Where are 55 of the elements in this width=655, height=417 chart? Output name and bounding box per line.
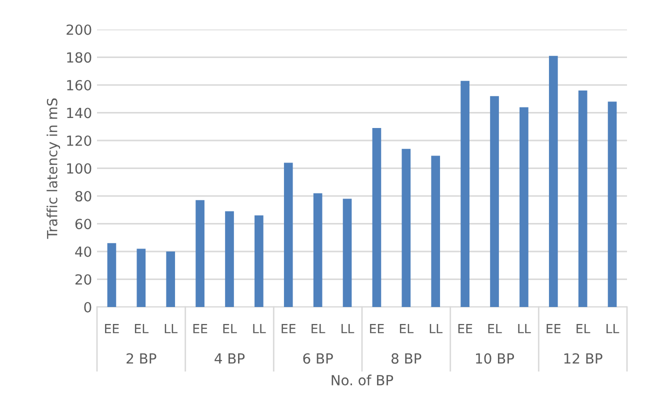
x-tick-label: LL [430, 324, 443, 334]
text: 12 BP [564, 353, 602, 364]
bar [284, 162, 293, 307]
x-tick-label: EE [370, 324, 384, 334]
bar [342, 198, 352, 307]
x-tick-label: LL [518, 324, 531, 334]
bar [578, 90, 588, 307]
y-tick-label: 200 [66, 24, 92, 35]
x-tick-label: LL [342, 324, 354, 334]
x-tick-label: EL [312, 324, 326, 334]
bar [402, 148, 411, 307]
x-tick-label: LL [606, 324, 620, 334]
x-tick-label: EE [193, 324, 208, 334]
bar [490, 96, 499, 307]
bar [225, 211, 234, 307]
y-axis-title: Traffic latency in mS [46, 98, 60, 239]
text: 8 BP [392, 353, 422, 364]
y-tick-label: 100 [67, 163, 92, 174]
y-tick-label: 160 [67, 80, 92, 90]
x-tick-label: EL [488, 324, 502, 334]
y-tick-label: 0 [84, 302, 92, 312]
y-tick-label: 140 [67, 108, 92, 118]
x-tick-label: LL [253, 324, 266, 334]
text: 6 BP [303, 353, 333, 364]
x-tick-label: EE [282, 324, 296, 334]
bar [431, 156, 440, 307]
x-tick-label: EE [458, 324, 472, 334]
y-tick-label: 120 [67, 135, 92, 146]
x-tick-label: EL [576, 324, 590, 334]
bar [196, 200, 204, 307]
x-tick-label: LL [164, 324, 178, 334]
x-axis-title: No. of BP [332, 374, 394, 386]
text: 2 BP [126, 353, 156, 364]
bar [166, 252, 176, 307]
x-tick-label: EL [134, 324, 149, 334]
bar [548, 56, 558, 307]
bar [254, 215, 264, 307]
bar [372, 128, 382, 307]
bar [460, 80, 470, 307]
y-tick-label: 80 [75, 190, 92, 202]
x-tick-label: EE [546, 324, 560, 334]
bar [107, 243, 116, 307]
text: 4 BP [214, 353, 245, 364]
y-tick-label: 60 [75, 218, 92, 230]
x-tick-label: EE [105, 324, 119, 334]
y-tick-label: 40 [75, 246, 92, 257]
x-tick-label: EL [400, 324, 414, 334]
y-tick-label: 20 [75, 274, 92, 285]
bar [136, 248, 146, 307]
text: 10 BP [476, 353, 514, 364]
x-tick-label: EL [223, 324, 237, 334]
bar [313, 193, 322, 307]
bar [520, 107, 528, 307]
y-tick-label: 180 [67, 52, 92, 63]
bar [608, 102, 617, 307]
